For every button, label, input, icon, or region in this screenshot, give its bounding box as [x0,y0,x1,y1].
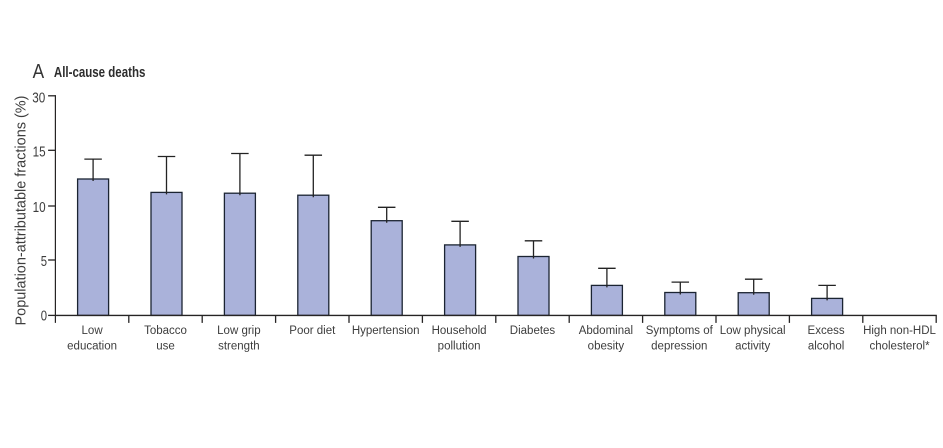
svg-text:cholesterol*: cholesterol* [869,341,930,353]
svg-text:use: use [156,341,175,353]
svg-text:15: 15 [33,145,46,161]
svg-text:Tobacco: Tobacco [144,325,187,337]
svg-text:5: 5 [41,254,47,270]
svg-text:pollution: pollution [438,341,481,353]
svg-text:All-cause deaths: All-cause deaths [54,64,145,81]
svg-text:Excess: Excess [808,325,845,337]
svg-text:Symptoms of: Symptoms of [646,325,714,337]
svg-text:Hypertension: Hypertension [352,325,420,337]
svg-text:Household: Household [432,325,487,337]
svg-text:education: education [67,341,117,353]
svg-text:Low: Low [82,325,104,337]
svg-text:Low physical: Low physical [720,325,786,337]
svg-text:activity: activity [735,341,770,353]
svg-text:obesity: obesity [588,341,625,353]
svg-text:alcohol: alcohol [808,341,844,353]
svg-text:High non-HDL: High non-HDL [863,325,936,337]
svg-text:10: 10 [33,200,46,216]
svg-text:30: 30 [32,90,45,106]
svg-text:0: 0 [41,309,47,325]
svg-text:Low grip: Low grip [217,325,260,337]
svg-text:Population-attributable fracti: Population-attributable fractions (%) [13,96,30,326]
svg-text:A: A [33,61,45,83]
svg-text:depression: depression [651,341,707,353]
svg-text:Poor diet: Poor diet [289,325,336,337]
svg-text:Abdominal: Abdominal [579,325,633,337]
svg-text:Diabetes: Diabetes [510,325,556,337]
svg-text:strength: strength [218,341,260,353]
